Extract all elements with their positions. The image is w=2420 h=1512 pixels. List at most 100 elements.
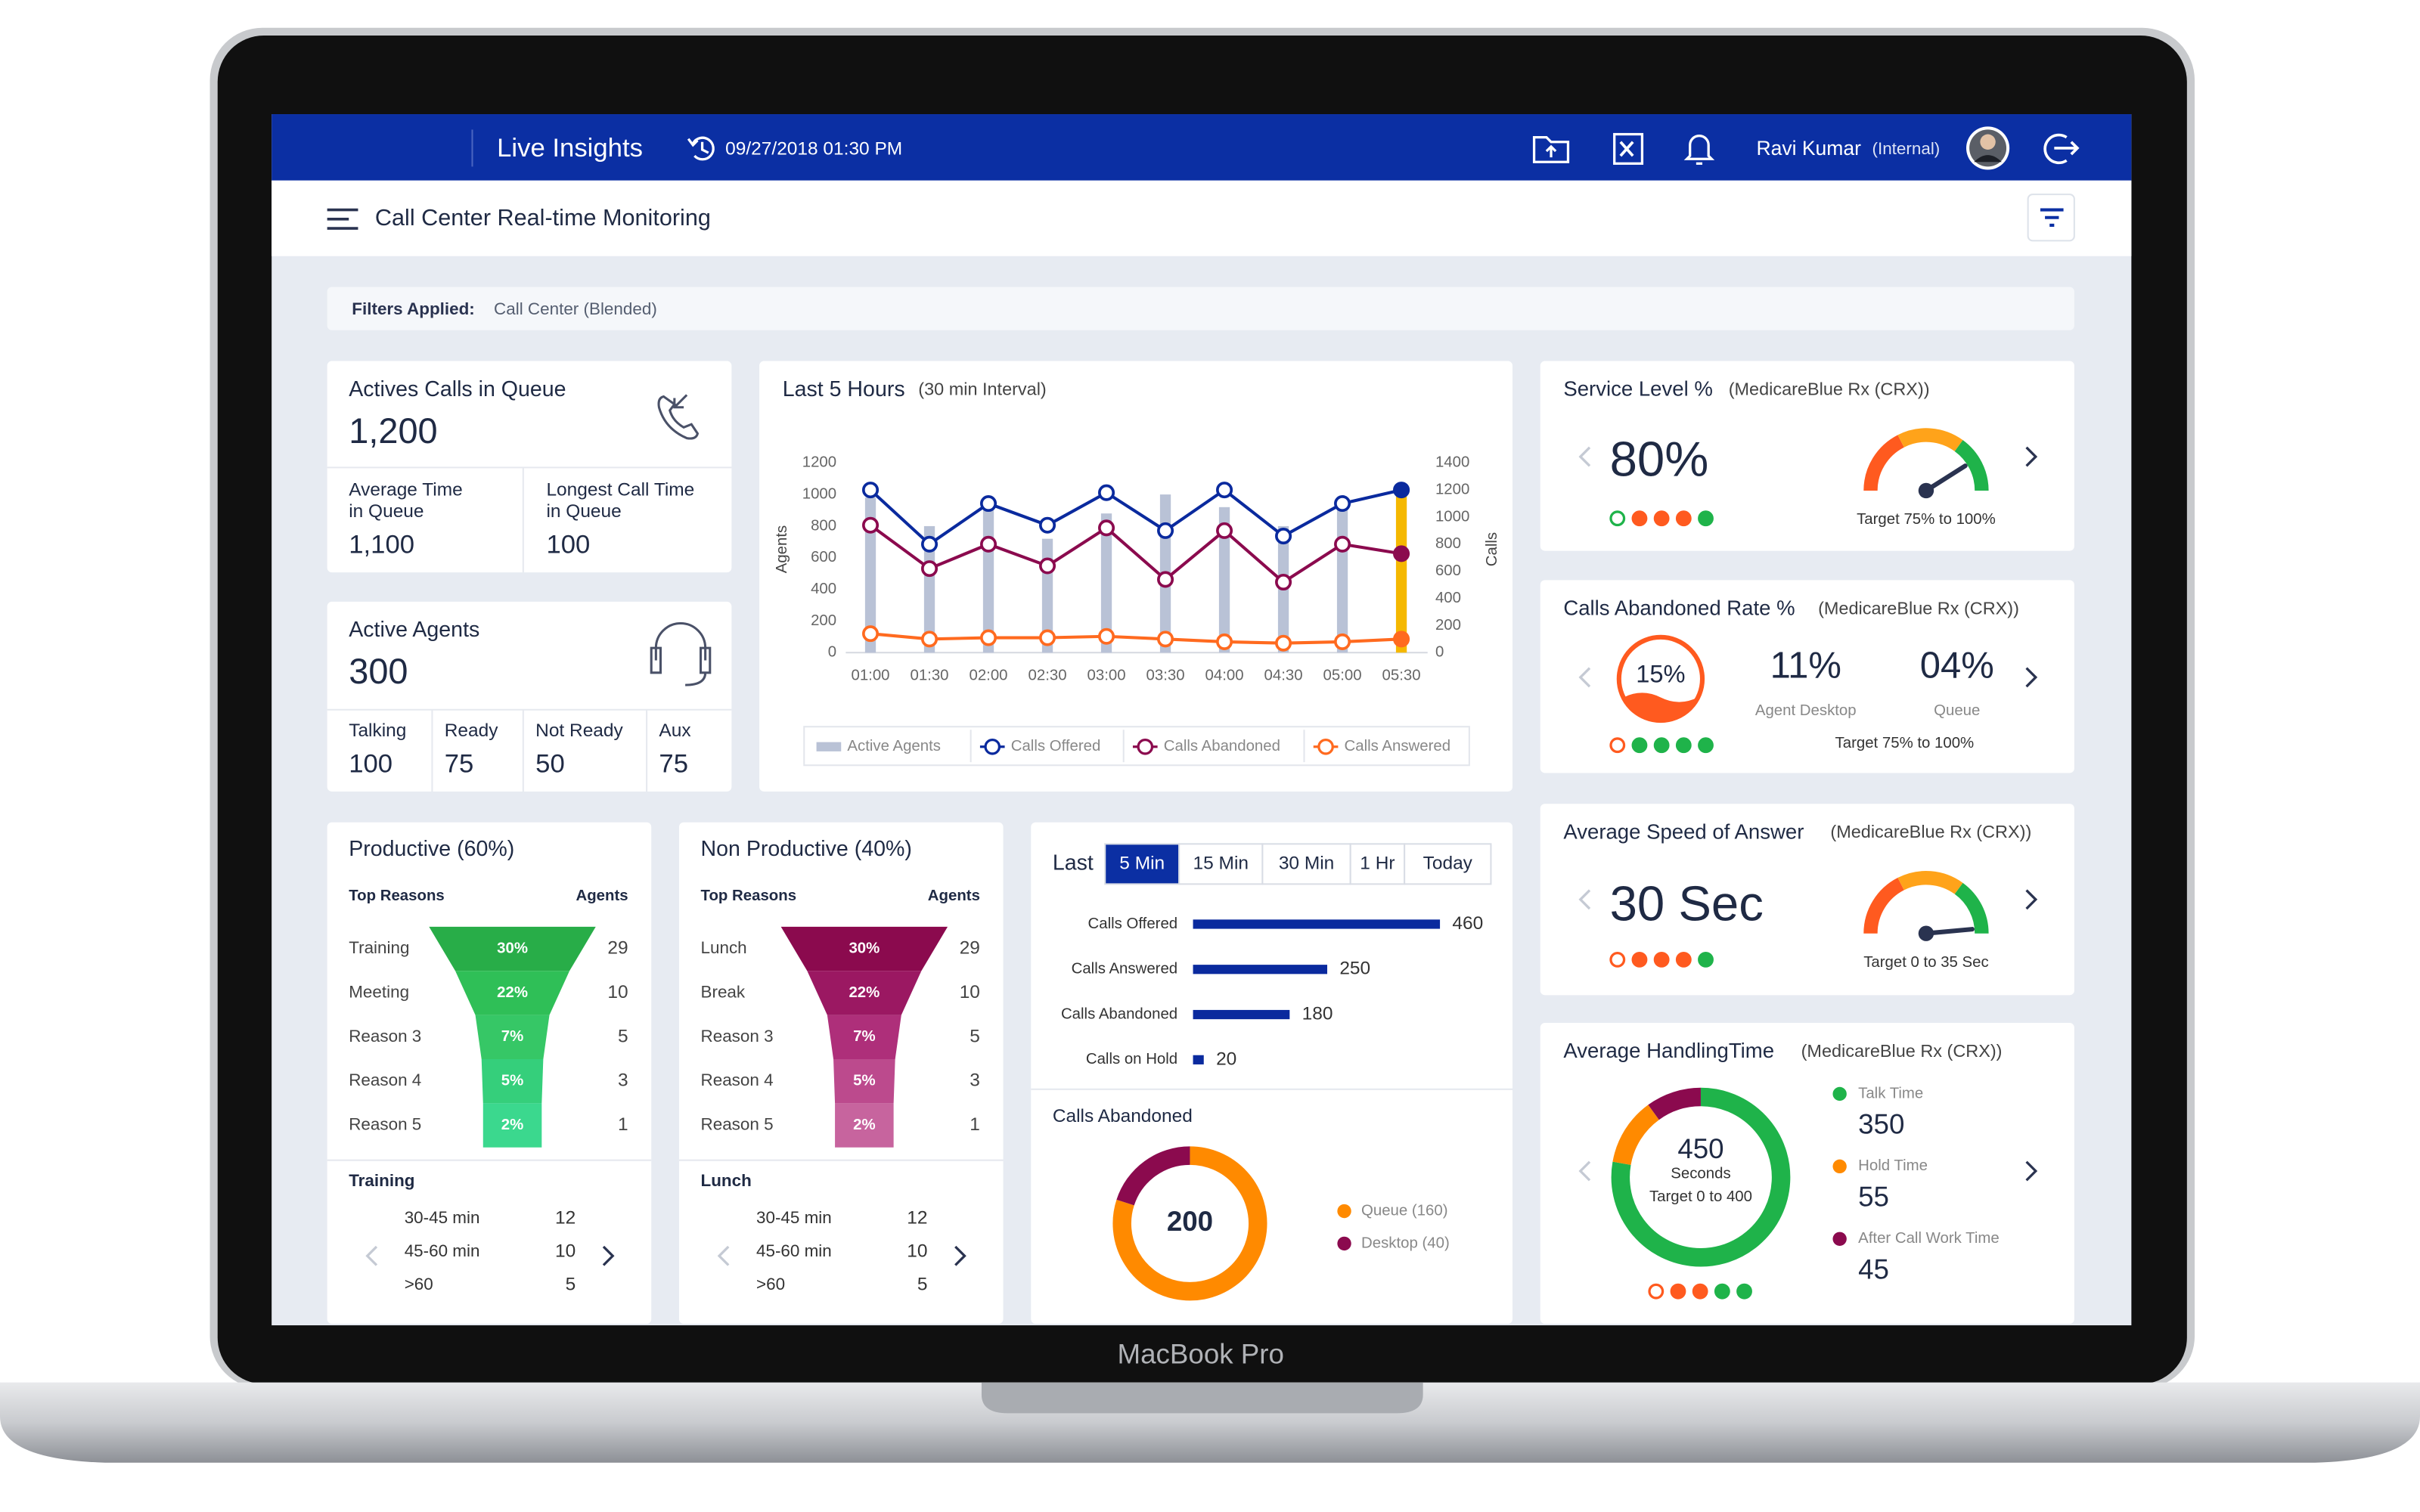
card-context: (MedicareBlue Rx (CRX)) [1729, 380, 1930, 399]
next-button[interactable] [2025, 667, 2038, 688]
line-point [1393, 631, 1410, 648]
share-label: 5% [501, 1073, 523, 1089]
status-dot [1609, 951, 1626, 968]
status-dot [1609, 737, 1626, 754]
excel-button[interactable] [1613, 132, 1644, 165]
stat-label: Average Time [349, 479, 463, 500]
status-dot [1736, 1283, 1752, 1300]
bar-value: 250 [1339, 959, 1370, 979]
share-label: 7% [853, 1028, 875, 1045]
x-tick-label: 04:00 [1205, 667, 1244, 683]
agents-value: 29 [607, 938, 628, 959]
laptop-base [0, 1382, 2420, 1463]
next-button[interactable] [2025, 889, 2038, 910]
x-tick-label: 03:00 [1087, 667, 1126, 683]
legend-swatch [1337, 1204, 1351, 1219]
next-button[interactable] [2025, 1160, 2038, 1182]
agents-value: 5 [618, 1026, 628, 1046]
time-tab[interactable] [1261, 843, 1351, 885]
gauge-arc [1954, 440, 1989, 491]
line-point [1157, 631, 1174, 648]
legend-label: Queue (160) [1361, 1202, 1448, 1219]
next-button[interactable] [602, 1245, 615, 1266]
previous-button[interactable] [1578, 1160, 1591, 1182]
donut-segment [1648, 1087, 1702, 1120]
user-name[interactable]: Ravi Kumar [1756, 137, 1861, 160]
menu-button[interactable] [327, 208, 358, 230]
agents-value: 10 [960, 982, 980, 1002]
reason-label: Training [349, 938, 409, 957]
previous-button[interactable] [717, 1245, 730, 1266]
line-series [869, 524, 1402, 584]
gauge-arc [1863, 435, 1905, 491]
next-button[interactable] [2025, 446, 2038, 467]
status-dot [1692, 1283, 1708, 1300]
line-series [869, 488, 1402, 547]
detail-title: Training [349, 1171, 414, 1190]
line-point [1216, 633, 1233, 650]
card-context: (MedicareBlue Rx (CRX)) [1801, 1041, 2003, 1061]
funnel-segment [429, 926, 596, 971]
legend-label: Talk Time [1858, 1085, 1923, 1101]
time-tab[interactable] [1349, 843, 1406, 885]
previous-button[interactable] [1578, 446, 1591, 467]
next-button[interactable] [954, 1245, 966, 1266]
header-datetime: 09/27/2018 01:30 PM [725, 138, 902, 159]
stat-label: Aux [659, 720, 690, 741]
legend-swatch [1317, 738, 1334, 755]
x-tick-label: 01:30 [911, 667, 949, 683]
target-label: Target 0 to 400 [1649, 1188, 1752, 1205]
time-tab-label: 1 Hr [1360, 853, 1395, 873]
bar-value: 20 [1216, 1049, 1236, 1069]
donut-segment [1612, 1105, 1660, 1166]
time-tab[interactable] [1104, 843, 1181, 885]
device-label: MacBook Pro [1118, 1339, 1284, 1370]
filters-label: Filters Applied: [352, 299, 474, 318]
line-point [1157, 522, 1174, 539]
line-point [921, 631, 939, 648]
legend-swatch [1832, 1086, 1847, 1101]
status-dot [1714, 1283, 1730, 1300]
time-tab-label: Today [1423, 853, 1473, 873]
toolbar [271, 180, 2132, 256]
service-level-card [1540, 361, 2074, 551]
time-tab[interactable] [1178, 843, 1264, 885]
donut-unit: Seconds [1671, 1165, 1730, 1182]
share-label: 2% [501, 1117, 523, 1133]
agents-value: 12 [555, 1208, 576, 1228]
line-point [1039, 516, 1056, 534]
previous-button[interactable] [365, 1245, 378, 1266]
status-dot [1675, 510, 1692, 527]
bar [1193, 919, 1441, 929]
legend-swatch [1337, 1236, 1351, 1251]
previous-button[interactable] [1578, 889, 1591, 910]
app-header [271, 114, 2132, 181]
user-avatar[interactable] [1966, 126, 2010, 170]
speed-of-answer-card [1540, 804, 2074, 996]
agents-card [327, 601, 732, 792]
reason-label: Reason 3 [701, 1027, 774, 1046]
time-tab[interactable] [1404, 843, 1492, 885]
line-point [980, 629, 997, 646]
upload-button[interactable] [1532, 136, 1570, 163]
y-tick-label: 1000 [802, 485, 836, 502]
time-tab-label: 30 Min [1279, 853, 1334, 873]
share-label: 2% [853, 1117, 875, 1133]
line-point [1275, 574, 1292, 591]
line-point [1334, 633, 1351, 650]
previous-button[interactable] [1578, 667, 1591, 688]
logout-button[interactable] [2043, 133, 2080, 165]
y2-tick-label: 0 [1435, 644, 1444, 661]
range-label: 30-45 min [405, 1208, 480, 1227]
column-header: Top Reasons [701, 888, 797, 904]
status-dot [1631, 510, 1648, 527]
legend-value: 45 [1858, 1253, 1889, 1284]
target-label: Target 0 to 35 Sec [1863, 954, 1989, 971]
filter-button[interactable] [2027, 194, 2075, 242]
legend-swatch [1832, 1232, 1847, 1246]
line-point [1157, 571, 1174, 588]
range-label: 30-45 min [756, 1208, 832, 1227]
notification-button[interactable] [1683, 134, 1715, 165]
